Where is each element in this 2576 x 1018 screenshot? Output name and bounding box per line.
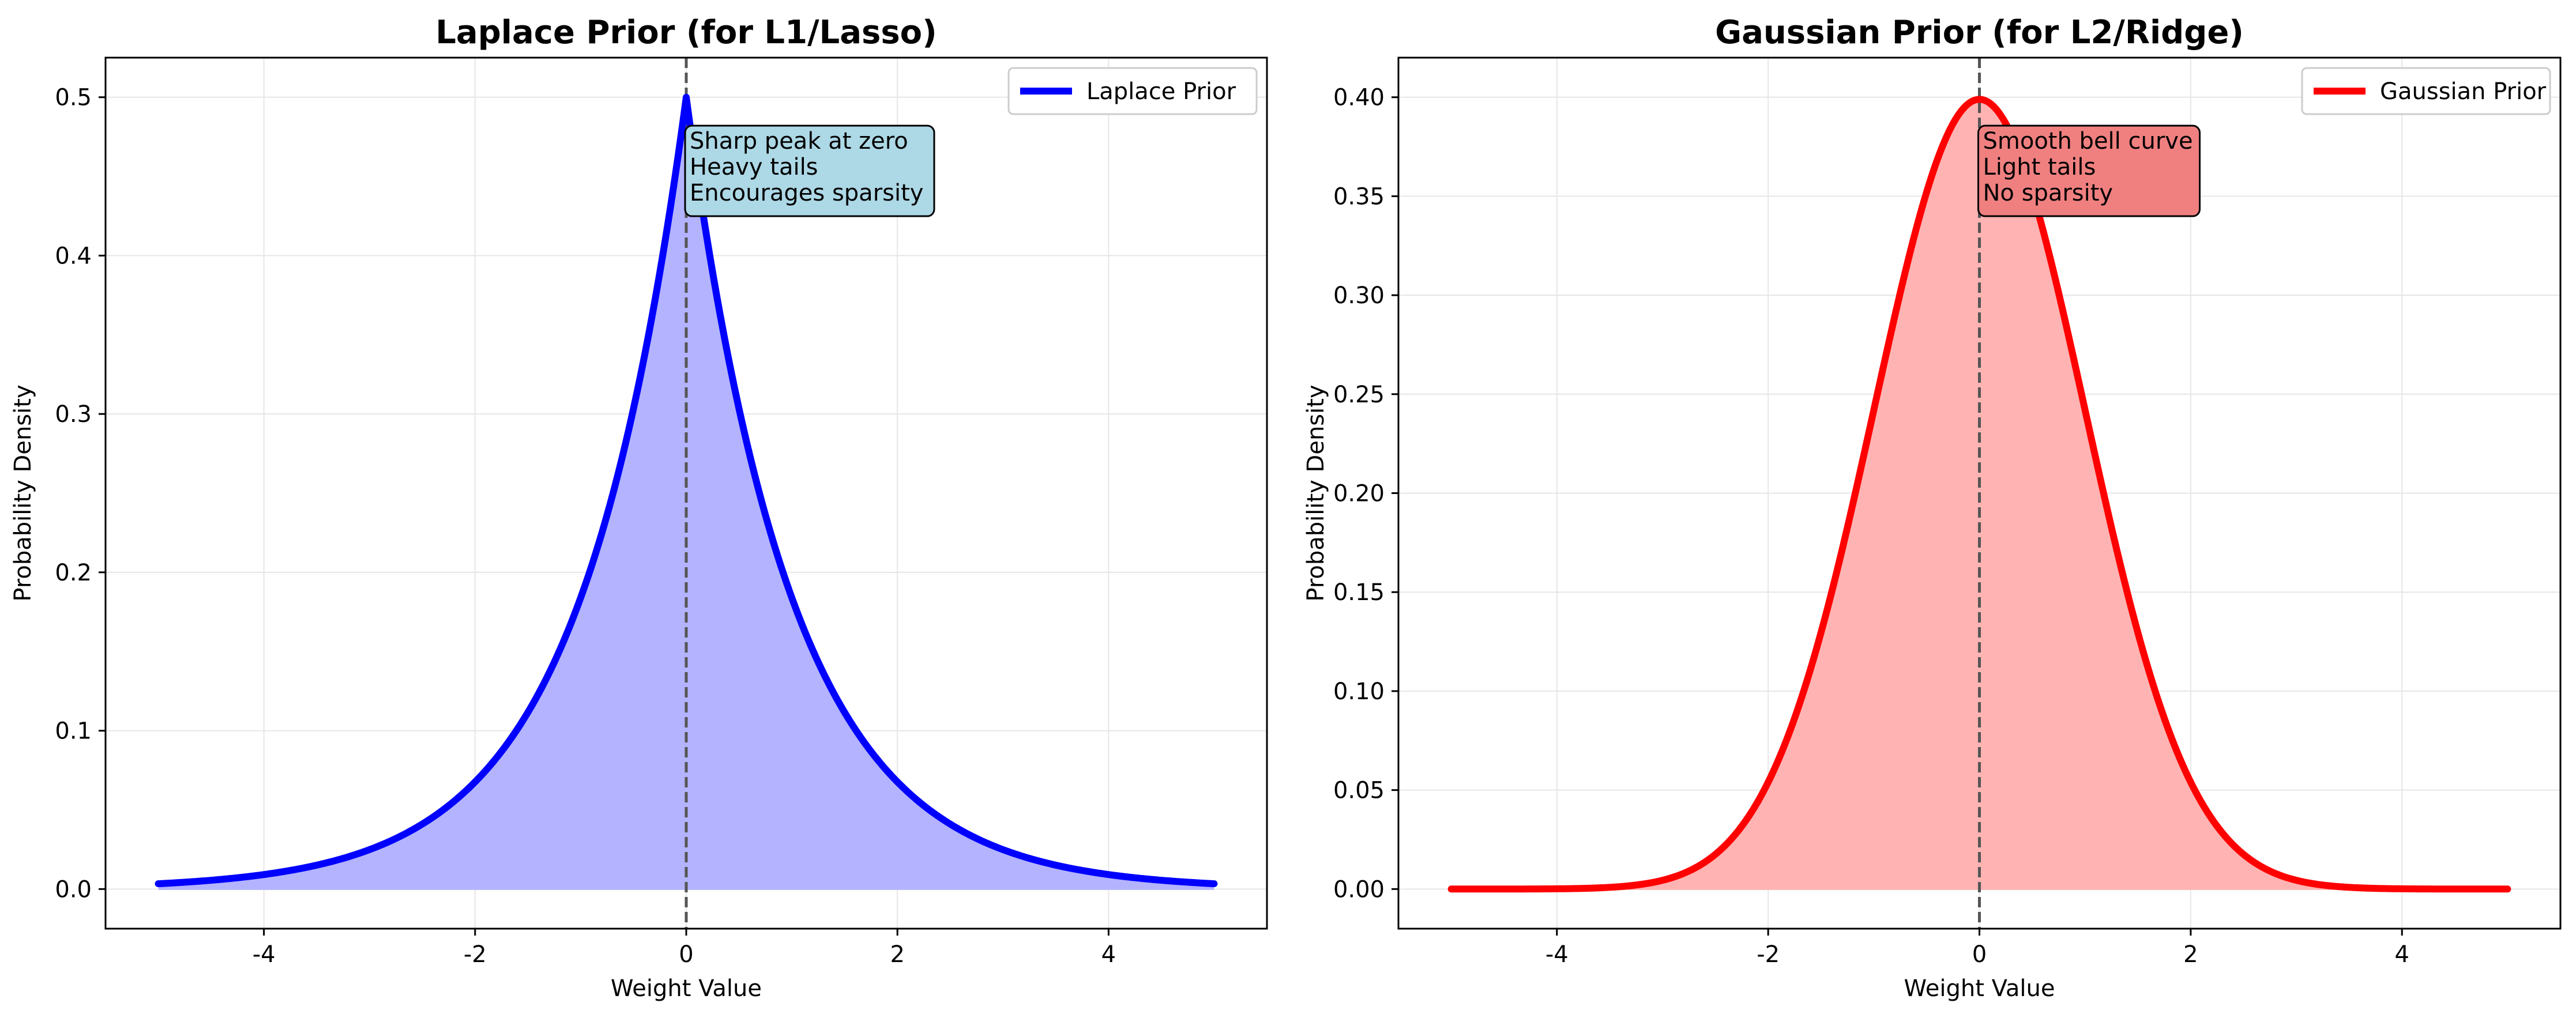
laplace-y-axis-label: Probability Density [10,384,36,601]
laplace-y-tick-label: 0.5 [55,85,92,111]
gaussian-y-tick-label: 0.35 [1333,183,1385,210]
gaussian-x-tick-label: -4 [1545,941,1569,968]
gaussian-panel: -4 -2 0 2 4 0.00 0.05 0.10 0.15 0.20 0.25 0.30 0.35… [1303,14,2562,1002]
gaussian-y-ticks: 0.00 0.05 0.10 0.15 0.20 0.25 0.30 0.35 0.40 [1333,85,1398,903]
laplace-x-ticks: -4 -2 0 2 4 [253,929,1116,968]
laplace-panel: -4 -2 0 2 4 0.0 0.1 0.2 0.3 0.4 0.5 Laplace Prior… [10,14,1268,1002]
gaussian-chart-title: Gaussian Prior (for L2/Ridge) [1715,14,2244,51]
gaussian-annotation-box [1977,125,2201,217]
gaussian-legend-box [2301,67,2551,115]
gaussian-series-layer [1447,96,2511,893]
gaussian-annotation-line: No sparsity [1983,180,2114,206]
laplace-series-layer [155,93,1218,888]
gaussian-y-tick-label: 0.30 [1333,282,1385,309]
laplace-x-tick-label: 0 [679,941,693,968]
laplace-y-tick-label: 0.0 [55,876,92,903]
gaussian-x-ticks: -4 -2 0 2 4 [1545,929,2409,968]
gaussian-series-line [1447,96,2511,893]
gaussian-y-tick-label: 0.25 [1333,382,1385,408]
laplace-annotation: Sharp peak at zero Heavy tails Encourage… [684,125,935,217]
gaussian-y-tick-label: 0.10 [1333,678,1385,705]
laplace-legend-box [1007,67,1258,115]
laplace-y-tick-label: 0.3 [55,401,92,428]
laplace-legend-label: Laplace Prior [1086,78,1236,105]
laplace-x-axis-label: Weight Value [611,975,762,1002]
gaussian-x-tick-label: 4 [2395,941,2409,968]
gaussian-x-axis-label: Weight Value [1904,975,2055,1002]
laplace-y-tick-label: 0.1 [55,718,92,745]
laplace-x-tick-label: 2 [890,941,904,968]
laplace-legend: Laplace Prior [1007,67,1258,115]
laplace-series-line [155,93,1218,888]
laplace-x-tick-label: -4 [253,941,276,968]
laplace-annotation-line: Encourages sparsity [690,180,923,206]
gaussian-y-tick-label: 0.05 [1333,778,1385,804]
gaussian-y-axis-label: Probability Density [1303,384,1329,601]
gaussian-y-tick-label: 0.20 [1333,481,1385,507]
laplace-annotation-line: Heavy tails [690,154,818,180]
gaussian-legend: Gaussian Prior [2301,67,2551,115]
laplace-y-tick-label: 0.4 [55,243,92,269]
gaussian-annotation-line: Light tails [1983,154,2096,180]
gaussian-annotation: Smooth bell curve Light tails No sparsit… [1977,125,2201,217]
gaussian-annotation-line: Smooth bell curve [1983,128,2193,154]
laplace-x-tick-label: -2 [464,941,487,968]
laplace-y-ticks: 0.0 0.1 0.2 0.3 0.4 0.5 [55,85,106,903]
laplace-chart-title: Laplace Prior (for L1/Lasso) [435,14,937,51]
laplace-annotation-box [684,125,935,217]
gaussian-y-tick-label: 0.00 [1333,876,1385,903]
laplace-x-tick-label: 4 [1101,941,1116,968]
laplace-annotation-line: Sharp peak at zero [690,128,908,154]
gaussian-legend-label: Gaussian Prior [2380,78,2547,105]
laplace-y-tick-label: 0.2 [55,560,92,586]
gaussian-x-tick-label: 2 [2183,941,2198,968]
gaussian-x-tick-label: -2 [1757,941,1780,968]
gaussian-y-tick-label: 0.40 [1333,85,1385,111]
gaussian-x-tick-label: 0 [1972,941,1987,968]
gaussian-y-tick-label: 0.15 [1333,579,1385,606]
